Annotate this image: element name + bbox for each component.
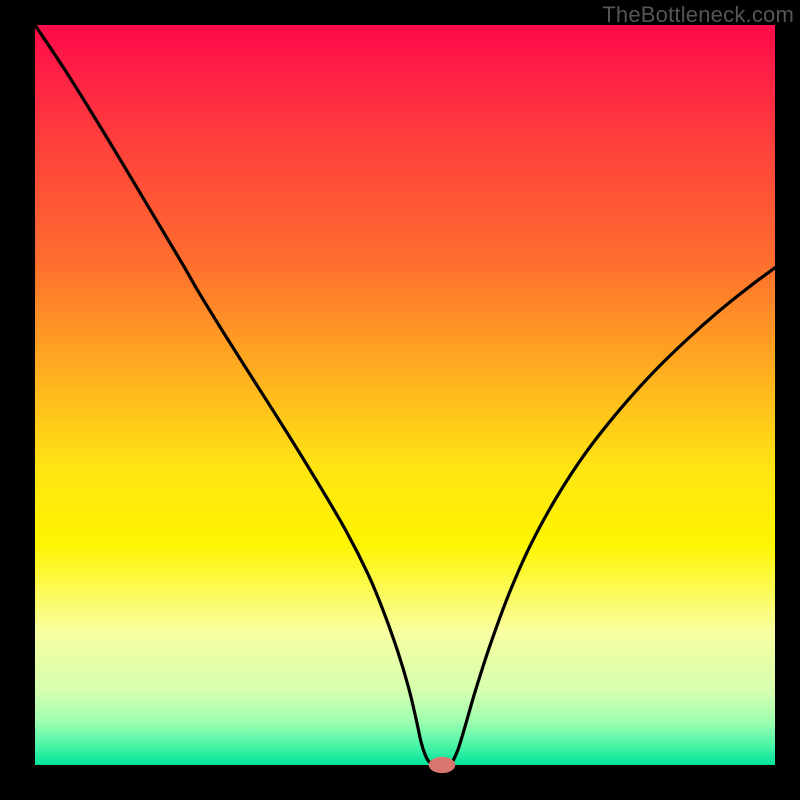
- chart-container: TheBottleneck.com: [0, 0, 800, 800]
- optimum-marker: [429, 757, 456, 773]
- plot-area: [35, 25, 775, 765]
- bottleneck-chart: [0, 0, 800, 800]
